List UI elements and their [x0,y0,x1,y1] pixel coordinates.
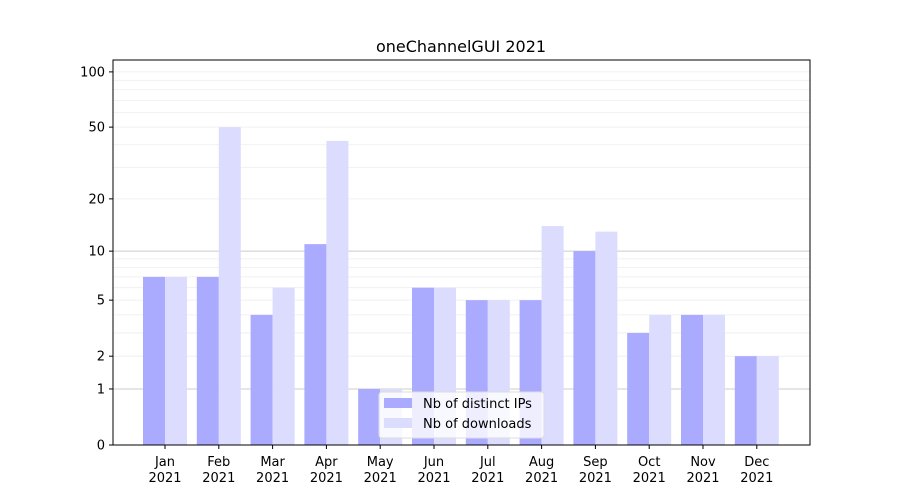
bar-downloads [595,231,618,445]
x-tick-label: 2021 [740,471,773,486]
bar-distinct-ips [573,251,596,445]
x-tick-label: Dec [744,455,769,470]
x-tick-label: 2021 [471,471,504,486]
legend-label: Nb of distinct IPs [423,397,532,412]
x-tick-label: 2021 [417,471,450,486]
bar-downloads [218,127,241,445]
x-tick-label: Aug [529,455,554,470]
y-tick-label: 5 [97,294,105,309]
x-tick-label: Oct [638,455,660,470]
bar-downloads [541,226,564,445]
legend-box [378,391,545,439]
x-tick-label: Apr [315,455,338,470]
x-tick-label: 2021 [148,471,181,486]
y-tick-label: 10 [88,245,105,260]
x-tick-label: Nov [690,455,716,470]
y-tick-label: 1 [97,382,105,397]
bar-distinct-ips [734,356,757,445]
plot-frame [112,59,811,446]
x-tick-label: 2021 [686,471,719,486]
x-tick-label: Sep [583,455,608,470]
bar-distinct-ips [304,244,327,445]
x-tick-label: 2021 [525,471,558,486]
bar-distinct-ips [358,388,381,445]
x-tick-label: May [367,455,394,470]
bar-downloads [326,140,349,445]
bar-distinct-ips [250,314,273,445]
x-tick-label: 2021 [202,471,235,486]
y-tick-label: 2 [97,350,105,365]
x-tick-label: Jan [154,455,175,470]
bar-downloads [756,356,779,445]
y-tick-label: 50 [88,121,105,136]
x-tick-label: Jul [479,455,496,470]
x-tick-label: 2021 [310,471,343,486]
x-tick-label: Mar [260,455,285,470]
chart-title: oneChannelGUI 2021 [376,37,546,56]
x-tick-label: Feb [207,455,230,470]
legend-swatch [384,418,412,428]
legend-label: Nb of downloads [423,417,532,432]
x-tick-label: Jun [423,455,444,470]
x-tick-label: 2021 [364,471,397,486]
bar-downloads [272,287,295,445]
bar-distinct-ips [143,276,165,445]
y-tick-label: 20 [88,192,105,207]
x-tick-label: 2021 [633,471,666,486]
legend-swatch [384,398,412,408]
bar-distinct-ips [681,314,703,445]
x-tick-label: 2021 [579,471,612,486]
bar-downloads [703,314,725,445]
bar-downloads [165,276,187,445]
bar-distinct-ips [627,332,650,445]
y-tick-label: 0 [97,439,105,454]
x-tick-label: 2021 [256,471,289,486]
bar-distinct-ips [196,276,219,445]
y-tick-label: 100 [80,65,105,80]
bar-downloads [649,314,672,445]
